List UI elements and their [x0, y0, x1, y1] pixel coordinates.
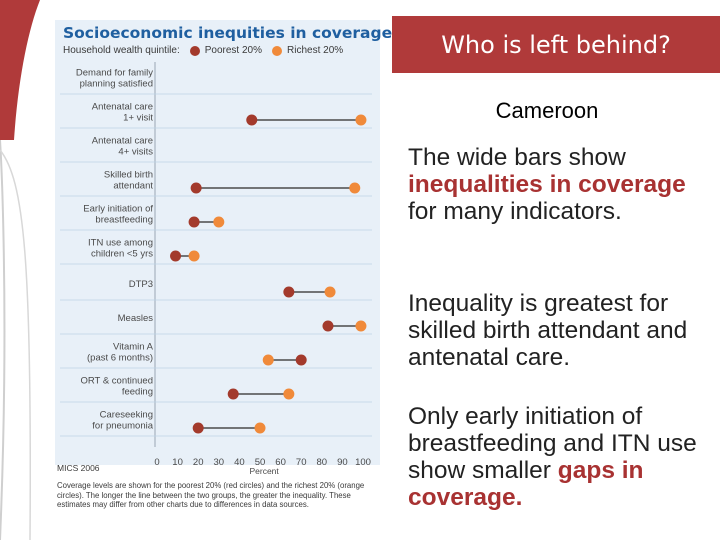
richest-marker: [355, 320, 367, 332]
x-tick-label: 80: [317, 457, 328, 468]
paragraph-text: for many indicators.: [408, 198, 622, 225]
richest-marker: [188, 250, 200, 262]
poorest-marker: [192, 422, 204, 434]
poorest-marker: [227, 388, 239, 400]
chart-source: MICS 2006: [57, 463, 100, 473]
highlight-text: gaps in coverage.: [408, 457, 644, 511]
x-tick-label: 60: [275, 457, 286, 468]
richest-marker: [213, 216, 225, 228]
x-tick-label: 90: [337, 457, 348, 468]
row-label: ITN use among: [88, 238, 153, 249]
paragraph-text: Only early initiation of breastfeeding a…: [408, 403, 697, 484]
row-label: ORT & continued: [80, 376, 153, 387]
row-label: DTP3: [129, 279, 153, 290]
x-tick-label: 70: [296, 457, 307, 468]
paragraph-greatest: Inequality is greatest for skilled birth…: [408, 290, 688, 371]
paragraph-text: The wide bars show: [408, 144, 626, 171]
poorest-marker: [322, 320, 334, 332]
paragraph-inequalities: The wide bars show inequalities in cover…: [408, 144, 713, 225]
paragraph-smaller-gaps: Only early initiation of breastfeeding a…: [408, 403, 713, 511]
row-label: children <5 yrs: [91, 249, 153, 260]
poorest-marker: [170, 250, 182, 262]
country-heading: Cameroon: [495, 98, 599, 123]
legend-poorest-label: Poorest 20%: [204, 45, 263, 56]
poorest-marker: [295, 354, 307, 366]
poorest-marker: [188, 216, 200, 228]
poorest-marker: [190, 182, 202, 194]
chart-footnote: Coverage levels are shown for the poores…: [57, 481, 365, 510]
row-label: for pneumonia: [92, 421, 153, 432]
row-label: Early initiation of: [83, 204, 153, 215]
x-tick-label: 100: [355, 457, 371, 468]
richest-marker: [355, 114, 367, 126]
legend-richest-marker: [272, 45, 283, 56]
row-label: 1+ visit: [123, 113, 153, 124]
row-label: Careseeking: [100, 410, 153, 421]
row-label: 4+ visits: [118, 147, 153, 158]
slide-title-text: Who is left behind?: [441, 30, 671, 59]
row-label: Skilled birth: [104, 170, 153, 181]
row-label: attendant: [113, 181, 153, 192]
chart-title: Socioeconomic inequities in coverage: [63, 24, 393, 42]
legend-prefix: Household wealth quintile:: [63, 45, 180, 56]
row-label: Measles: [118, 313, 154, 324]
richest-marker: [254, 422, 266, 434]
poorest-marker: [283, 286, 295, 298]
row-label: breastfeeding: [95, 215, 153, 226]
x-tick-label: 30: [214, 457, 225, 468]
row-label: planning satisfied: [80, 79, 153, 90]
legend-poorest-marker: [189, 45, 200, 56]
poorest-marker: [246, 114, 258, 126]
richest-marker: [349, 182, 361, 194]
x-tick-label: 50: [255, 457, 266, 468]
highlight-text: inequalities in coverage: [408, 171, 686, 198]
x-axis-label: Percent: [249, 466, 279, 476]
x-tick-label: 20: [193, 457, 204, 468]
row-label: Antenatal care: [92, 136, 153, 147]
x-tick-label: 10: [172, 457, 183, 468]
richest-marker: [283, 388, 295, 400]
legend-richest-label: Richest 20%: [287, 45, 344, 56]
x-tick-label: 40: [234, 457, 245, 468]
x-tick-label: 0: [154, 457, 159, 468]
chart-legend: Household wealth quintile: Poorest 20% R…: [63, 45, 343, 56]
slide-title: Who is left behind?: [392, 16, 720, 73]
richest-marker: [262, 354, 274, 366]
row-label: Vitamin A: [113, 342, 154, 353]
row-label: Antenatal care: [92, 102, 153, 113]
row-label: Demand for family: [76, 68, 153, 79]
row-label: feeding: [122, 387, 153, 398]
richest-marker: [324, 286, 336, 298]
row-label: (past 6 months): [87, 353, 153, 364]
